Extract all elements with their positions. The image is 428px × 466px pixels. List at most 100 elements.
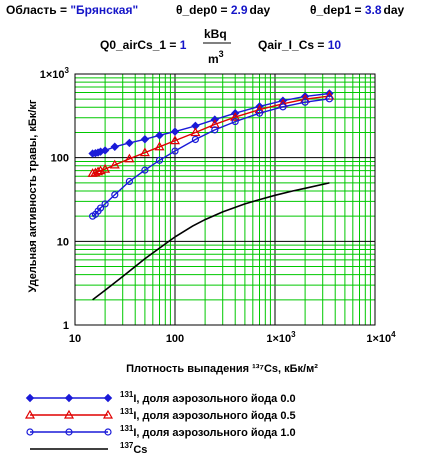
tick-base: 10 <box>57 236 69 248</box>
q0-unit-numerator: kBq <box>204 27 227 41</box>
tick-base: 1 <box>63 320 69 332</box>
data-point-circle <box>191 135 200 144</box>
x-tick-label: 1×103 <box>266 330 296 345</box>
legend-label-sup: 131 <box>120 407 134 416</box>
data-point-circle <box>125 177 134 186</box>
y-tick-label: 10 <box>57 236 69 248</box>
data-point-diamond <box>110 142 120 151</box>
tick-exp: 3 <box>65 66 70 75</box>
data-point-circle <box>111 191 119 199</box>
tick-base: 1×10 <box>40 69 65 81</box>
plot-series <box>87 89 335 301</box>
data-point-triangle <box>100 163 111 173</box>
data-point-circle <box>104 428 112 436</box>
data-point-diamond <box>25 393 35 403</box>
data-point-circle <box>255 109 264 117</box>
data-point-triangle <box>139 147 150 157</box>
x-tick-label: 100 <box>166 333 184 345</box>
data-point-diamond <box>155 131 164 140</box>
data-point-triangle <box>169 135 181 145</box>
data-point-triangle <box>190 127 201 137</box>
legend-label-text: I, доля аэрозольного йода 0.5 <box>133 410 295 422</box>
data-point-triangle <box>93 166 104 176</box>
q0-unit-denominator: m3 <box>208 49 224 66</box>
tick-exp: 4 <box>391 330 396 339</box>
qair-label: Qair_I_Cs = <box>258 38 328 52</box>
data-point-triangle <box>102 409 114 419</box>
x-tick-label: 10 <box>69 333 81 345</box>
data-point-triangle <box>109 159 120 169</box>
data-point-diamond <box>125 138 134 148</box>
data-point-diamond <box>170 127 180 136</box>
y-axis-label: Удельная активность травы, кБк/кг <box>27 99 39 292</box>
dep1-unit: day <box>384 3 405 17</box>
dep1-value: 3.8 <box>365 3 382 17</box>
y-tick-label: 1 <box>63 320 69 332</box>
tick-base: 100 <box>51 153 69 165</box>
legend-label: 131I, доля аэрозольного йода 0.5 <box>120 407 296 422</box>
plot-grid <box>74 74 375 326</box>
legend-item-4: 137Cs <box>30 441 147 456</box>
dep0-label: θ_dep0 = <box>176 3 231 17</box>
data-point-diamond <box>103 393 113 403</box>
data-point-circle <box>301 98 309 106</box>
tick-exp: 3 <box>291 330 296 339</box>
tick-base: 100 <box>166 333 184 345</box>
region-label: Область = <box>6 3 70 17</box>
series-2 <box>87 90 335 177</box>
data-point-circle <box>155 156 164 164</box>
header-line-1: Область = "Брянская" θ_dep0 = 2.9 day θ_d… <box>6 3 405 17</box>
legend-label-sup: 131 <box>120 390 134 399</box>
legend-label-text: I, доля аэрозольного йода 1.0 <box>133 427 295 439</box>
legend-label-sup: 137 <box>120 441 134 450</box>
data-point-circle <box>211 126 219 134</box>
series-3 <box>89 95 334 220</box>
data-point-circle <box>279 103 287 111</box>
y-tick-label: 100 <box>51 153 69 165</box>
legend-item-1: 131I, доля аэрозольного йода 0.0 <box>25 390 296 405</box>
legend-label-text: Cs <box>133 444 147 456</box>
series-1 <box>88 89 334 158</box>
legend-label-sup: 131 <box>120 424 134 433</box>
tick-base: 10 <box>69 333 81 345</box>
x-tick-label: 1×104 <box>366 330 396 345</box>
data-point-diamond <box>64 393 74 403</box>
legend-label-text: I, доля аэрозольного йода 0.0 <box>133 393 295 405</box>
series-line <box>92 182 330 301</box>
data-point-circle <box>26 428 34 436</box>
data-point-circle <box>96 204 105 212</box>
data-point-circle <box>65 428 73 436</box>
tick-base: 1×10 <box>266 333 291 345</box>
plot-frame <box>74 73 376 326</box>
legend-label: 131I, доля аэрозольного йода 1.0 <box>120 424 296 439</box>
tick-base: 1×10 <box>366 333 391 345</box>
data-point-triangle <box>230 111 241 121</box>
data-point-circle <box>101 200 109 208</box>
data-point-circle <box>325 95 334 103</box>
legend-item-2: 131I, доля аэрозольного йода 0.5 <box>24 407 296 422</box>
x-axis-label: Плотность выпадения ¹³⁷Cs, кБк/м² <box>126 363 318 375</box>
data-point-diamond <box>100 146 110 155</box>
data-point-circle <box>141 166 149 174</box>
header-line-2: Q0_airCs_1 = 1 <box>100 38 187 52</box>
data-point-triangle <box>124 153 135 163</box>
y-tick-label: 1×103 <box>40 66 70 81</box>
q0-label: Q0_airCs_1 = <box>100 38 180 52</box>
qair-value: 10 <box>328 38 342 52</box>
dep1-label: θ_dep1 = <box>310 3 365 17</box>
qair-text: Qair_I_Cs = 10 <box>258 38 341 52</box>
dep0-value: 2.9 <box>231 3 248 17</box>
data-point-diamond <box>140 135 150 144</box>
data-point-circle <box>231 117 239 126</box>
data-point-triangle <box>154 141 165 151</box>
legend-item-3: 131I, доля аэрозольного йода 1.0 <box>26 424 296 439</box>
data-point-triangle <box>63 409 75 419</box>
legend-label: 131I, доля аэрозольного йода 0.0 <box>120 390 296 405</box>
q0-value: 1 <box>180 38 187 52</box>
data-point-triangle <box>24 409 36 419</box>
dep0-unit: day <box>250 3 271 17</box>
